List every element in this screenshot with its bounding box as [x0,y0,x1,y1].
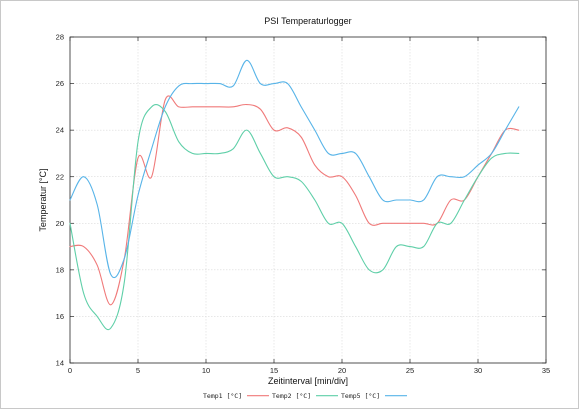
series-line-3 [69,59,520,279]
legend-label-3: Temp5 [°C] [341,392,380,400]
y-tick-label: 20 [56,219,64,228]
series-line-1 [69,95,520,306]
x-tick-label: 35 [542,366,550,375]
y-axis-label: Temperatur [°C] [38,168,48,231]
y-tick-label: 22 [56,172,64,181]
x-tick-label: 30 [474,366,482,375]
x-tick-label: 25 [406,366,414,375]
y-tick-label: 24 [56,126,64,135]
y-tick-label: 14 [56,359,64,368]
legend: Temp1 [°C] Temp2 [°C] Temp5 [°C] [203,392,407,400]
x-axis-label: Zeitinterval [min/div] [268,376,348,386]
series-lines [69,59,520,331]
x-tick-label: 20 [338,366,346,375]
y-tick-label: 18 [56,265,64,274]
x-tick-label: 10 [202,366,210,375]
x-tick-label: 0 [68,366,72,375]
y-tick-label: 26 [56,79,64,88]
x-tick-label: 15 [270,366,278,375]
y-tick-label: 28 [56,33,64,42]
axis-ticks: 0 5 10 15 20 25 30 35 14 16 18 20 22 24 26 28 [56,33,551,375]
legend-label-1: Temp1 [°C] [203,392,242,400]
series-line-2 [69,104,520,331]
x-tick-label: 5 [136,366,140,375]
y-tick-label: 16 [56,312,64,321]
chart-title: PSI Temperaturlogger [264,16,351,26]
legend-label-2: Temp2 [°C] [272,392,311,400]
